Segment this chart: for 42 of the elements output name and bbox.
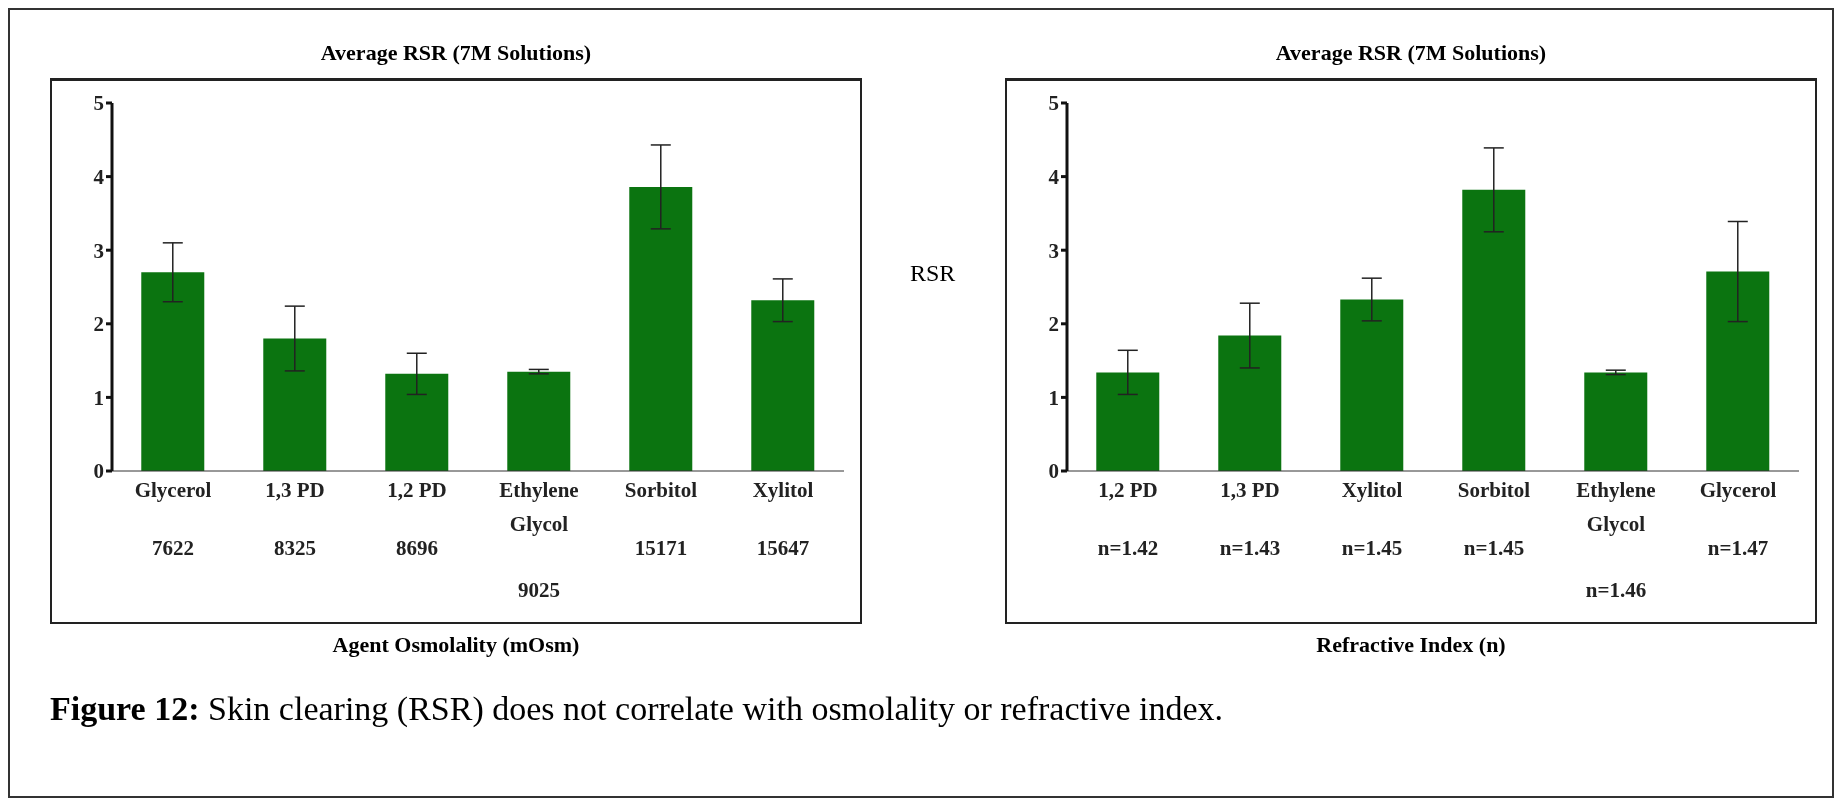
bar (1340, 299, 1404, 471)
bar (385, 373, 449, 471)
x-axis-title: Agent Osmolality (mOsm) (331, 632, 581, 658)
y-tick-label: 4 (93, 165, 105, 190)
x-axis-title: Refractive Index (n) (1315, 632, 1507, 658)
category-label: Ethylene Glycol 9025 (499, 478, 579, 602)
y-tick-label: 1 (1048, 385, 1059, 410)
category-label: Glycerol 7622 (134, 478, 212, 560)
y-tick-label: 5 (1048, 91, 1059, 116)
bar (1218, 335, 1282, 471)
y-tick-label: 0 (1048, 459, 1059, 484)
y-tick-label: 3 (93, 238, 104, 263)
y-tick-label: 4 (1048, 165, 1060, 190)
bar (1584, 372, 1648, 471)
bar (1706, 271, 1770, 471)
bar (1096, 372, 1160, 471)
y-tick-label: 3 (1048, 238, 1059, 263)
bar (263, 338, 327, 471)
y-axis-title: RSR (910, 260, 956, 287)
category-label: Xylitol 15647 (752, 478, 814, 560)
y-tick-label: 2 (1048, 312, 1059, 337)
chart-title: Average RSR (7M Solutions) (1274, 40, 1548, 66)
category-label: Ethylene Glycol n=1.46 (1576, 478, 1656, 602)
y-tick-label: 2 (93, 312, 104, 337)
category-label: 1,2 PD 8696 (387, 478, 447, 560)
bar (507, 371, 571, 471)
bar (629, 186, 693, 471)
y-tick-label: 5 (93, 91, 104, 116)
chart-title: Average RSR (7M Solutions) (319, 40, 593, 66)
category-label: 1,3 PD 8325 (265, 478, 325, 560)
category-label: Xylitol n=1.45 (1341, 478, 1403, 560)
y-tick-label: 1 (93, 385, 104, 410)
caption: Figure 12: Skin clearing (RSR) does not correlate with osmolality or refractive index. (50, 690, 1224, 728)
y-tick-label: 0 (93, 459, 104, 484)
category-label: Glycerol n=1.47 (1699, 478, 1777, 560)
category-label: 1,3 PD n=1.43 (1219, 478, 1281, 560)
bar (751, 300, 815, 471)
bar (1462, 189, 1526, 471)
category-label: Sorbitol 15171 (624, 478, 698, 560)
bar (141, 272, 205, 471)
category-label: Sorbitol n=1.45 (1457, 478, 1531, 560)
category-label: 1,2 PD n=1.42 (1097, 478, 1159, 560)
